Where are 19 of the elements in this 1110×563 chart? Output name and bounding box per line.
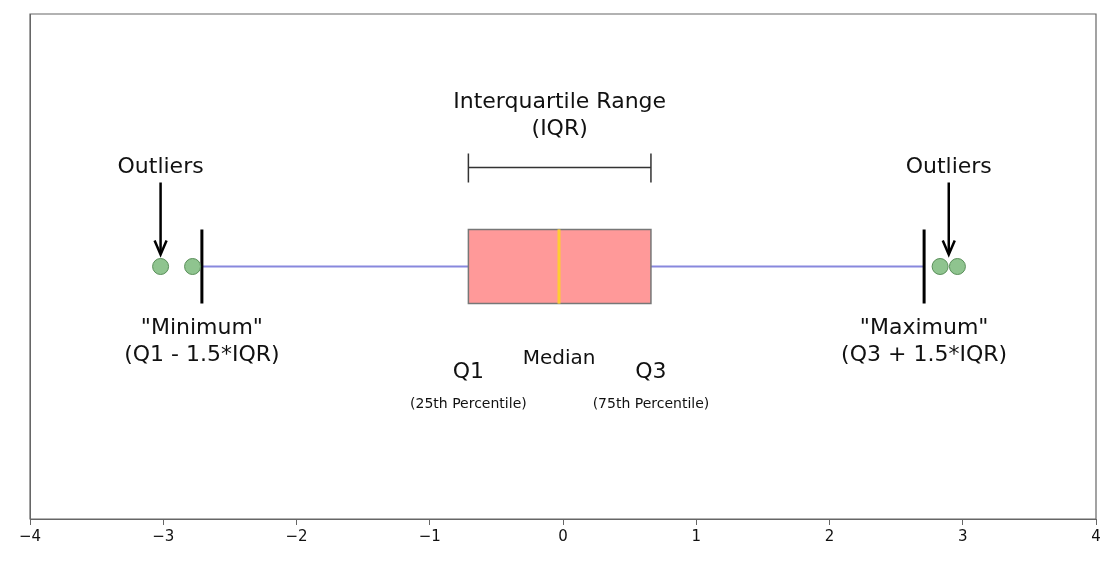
annotation: "Maximum" (Q3 + 1.5*IQR) bbox=[841, 314, 1008, 367]
x-tick-label: 0 bbox=[558, 526, 568, 545]
annotation: Median bbox=[522, 344, 596, 369]
x-tick-label: −2 bbox=[285, 526, 308, 545]
annotation: (75th Percentile) bbox=[592, 395, 710, 412]
annotation: Interquartile Range (IQR) bbox=[453, 88, 667, 141]
x-tick-label: 3 bbox=[957, 526, 968, 545]
x-tick-label: −4 bbox=[18, 526, 42, 545]
annotation: Q1 bbox=[452, 358, 485, 384]
x-tick-label: 2 bbox=[824, 526, 835, 545]
annotation: Q3 bbox=[635, 358, 667, 384]
x-tick-label: 4 bbox=[1091, 526, 1101, 545]
annotation: Outliers bbox=[117, 153, 204, 179]
annotation: (25th Percentile) bbox=[410, 395, 527, 412]
x-tick-label: 1 bbox=[691, 526, 702, 545]
annotation: "Minimum" (Q1 - 1.5*IQR) bbox=[124, 314, 280, 367]
x-tick-label: −3 bbox=[152, 526, 175, 545]
annotation: Outliers bbox=[905, 153, 992, 179]
x-tick-label: −1 bbox=[418, 526, 441, 545]
